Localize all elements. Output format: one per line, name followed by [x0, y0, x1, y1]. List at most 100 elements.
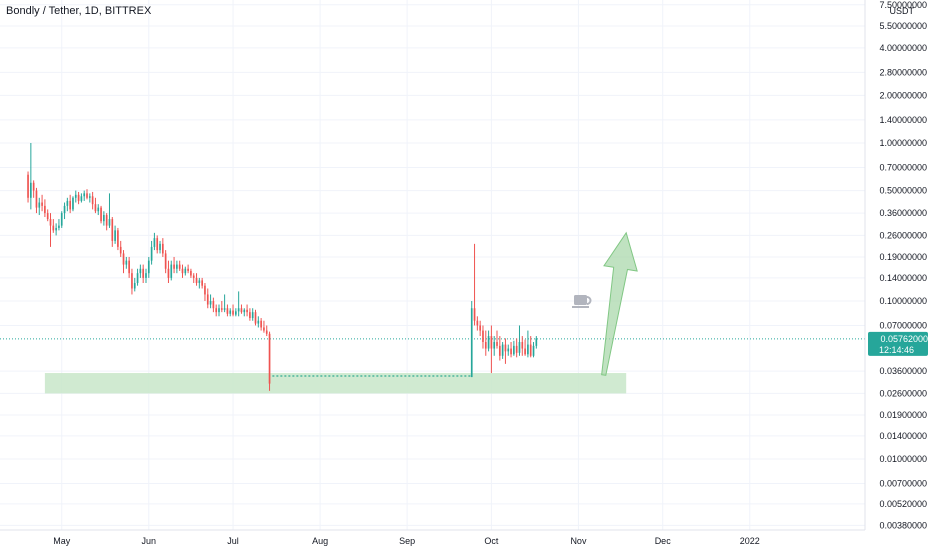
- candle: [476, 316, 479, 331]
- countdown-timer: 12:14:46: [879, 345, 914, 355]
- candle: [237, 291, 240, 317]
- candle: [32, 180, 35, 198]
- candle: [63, 202, 66, 220]
- candle: [518, 325, 521, 356]
- candle: [249, 308, 251, 321]
- candle: [97, 204, 100, 216]
- candle-body: [265, 330, 268, 334]
- candle: [108, 193, 111, 228]
- candle: [58, 219, 60, 231]
- candle-body: [153, 238, 156, 247]
- candle-body: [473, 308, 476, 321]
- time-tick-label: Sep: [399, 536, 415, 546]
- candle: [260, 318, 262, 331]
- time-tick-label: Oct: [484, 536, 499, 546]
- candle-body: [136, 273, 139, 283]
- price-tick-label: 0.36000000: [879, 208, 927, 218]
- candle-body: [518, 342, 521, 353]
- candle-body: [161, 243, 164, 254]
- candle: [142, 264, 145, 283]
- candle-body: [147, 260, 150, 274]
- candle-body: [111, 219, 114, 241]
- candle-body: [145, 273, 147, 278]
- candle-body: [504, 344, 507, 352]
- candle-body: [220, 308, 223, 310]
- candle-body: [80, 196, 83, 201]
- cup-body: [574, 295, 587, 305]
- candle: [484, 330, 487, 356]
- candle-body: [254, 312, 257, 324]
- time-tick-label: Dec: [655, 536, 672, 546]
- candle: [263, 320, 265, 333]
- candle: [184, 266, 187, 276]
- candle: [246, 304, 248, 317]
- price-tick-label: 2.80000000: [879, 67, 927, 77]
- candle: [94, 197, 97, 214]
- candle: [69, 194, 72, 214]
- candle: [131, 268, 133, 295]
- price-tick-label: 0.50000000: [879, 186, 927, 196]
- time-tick-label: Aug: [312, 536, 328, 546]
- price-tick-label: 0.03600000: [879, 366, 927, 376]
- candle: [524, 339, 526, 356]
- candle-body: [133, 282, 136, 289]
- candle-body: [100, 207, 102, 222]
- time-tick-label: Jul: [227, 536, 239, 546]
- candle: [254, 309, 257, 326]
- candle-body: [470, 308, 473, 378]
- candle-body: [122, 253, 125, 265]
- price-tick-label: 2.00000000: [879, 90, 927, 100]
- price-tick-label: 0.10000000: [879, 296, 927, 306]
- candle-body: [268, 333, 271, 384]
- candle-body: [88, 196, 91, 198]
- candle: [88, 193, 91, 203]
- price-tick-label: 0.19000000: [879, 252, 927, 262]
- candle-body: [484, 342, 487, 349]
- candle: [226, 304, 229, 317]
- candle-body: [223, 308, 226, 310]
- candle: [114, 225, 116, 244]
- candle-body: [27, 174, 29, 198]
- candle-body: [190, 270, 192, 276]
- candle: [198, 277, 201, 289]
- candle-body: [44, 205, 46, 214]
- candle: [83, 190, 86, 201]
- candle-body: [125, 260, 128, 265]
- candle: [55, 223, 57, 236]
- candle: [30, 143, 32, 210]
- price-tick-label: 0.26000000: [879, 230, 927, 240]
- candle-body: [164, 253, 167, 269]
- price-tick-label: 5.50000000: [879, 21, 927, 31]
- coffee-cup-icon: [572, 295, 592, 308]
- candle-body: [249, 312, 251, 319]
- candle: [103, 211, 105, 226]
- candle-body: [237, 308, 240, 312]
- candle-body: [215, 308, 218, 313]
- candle-body: [74, 194, 77, 198]
- candle: [111, 217, 114, 247]
- candle-body: [212, 301, 215, 309]
- candle-body: [482, 330, 484, 343]
- candle: [164, 250, 167, 274]
- price-tick-label: 0.70000000: [879, 162, 927, 172]
- candle: [119, 240, 122, 257]
- corner-box: [865, 530, 932, 550]
- candle-body: [128, 260, 130, 274]
- price-tick-label: 1.00000000: [879, 138, 927, 148]
- candle: [66, 197, 69, 212]
- price-tick-label: 0.01400000: [879, 431, 927, 441]
- candle-body: [139, 268, 142, 274]
- candle: [529, 336, 532, 358]
- candle: [35, 187, 38, 214]
- candle: [218, 304, 220, 317]
- candle: [220, 301, 223, 313]
- candle-body: [114, 230, 116, 241]
- candle: [473, 243, 476, 326]
- candle-body: [52, 225, 55, 231]
- price-tick-label: 0.02600000: [879, 388, 927, 398]
- currency-label: USDT: [890, 6, 915, 16]
- candle-body: [46, 213, 49, 220]
- support-zone: [44, 373, 627, 394]
- candle: [212, 297, 215, 313]
